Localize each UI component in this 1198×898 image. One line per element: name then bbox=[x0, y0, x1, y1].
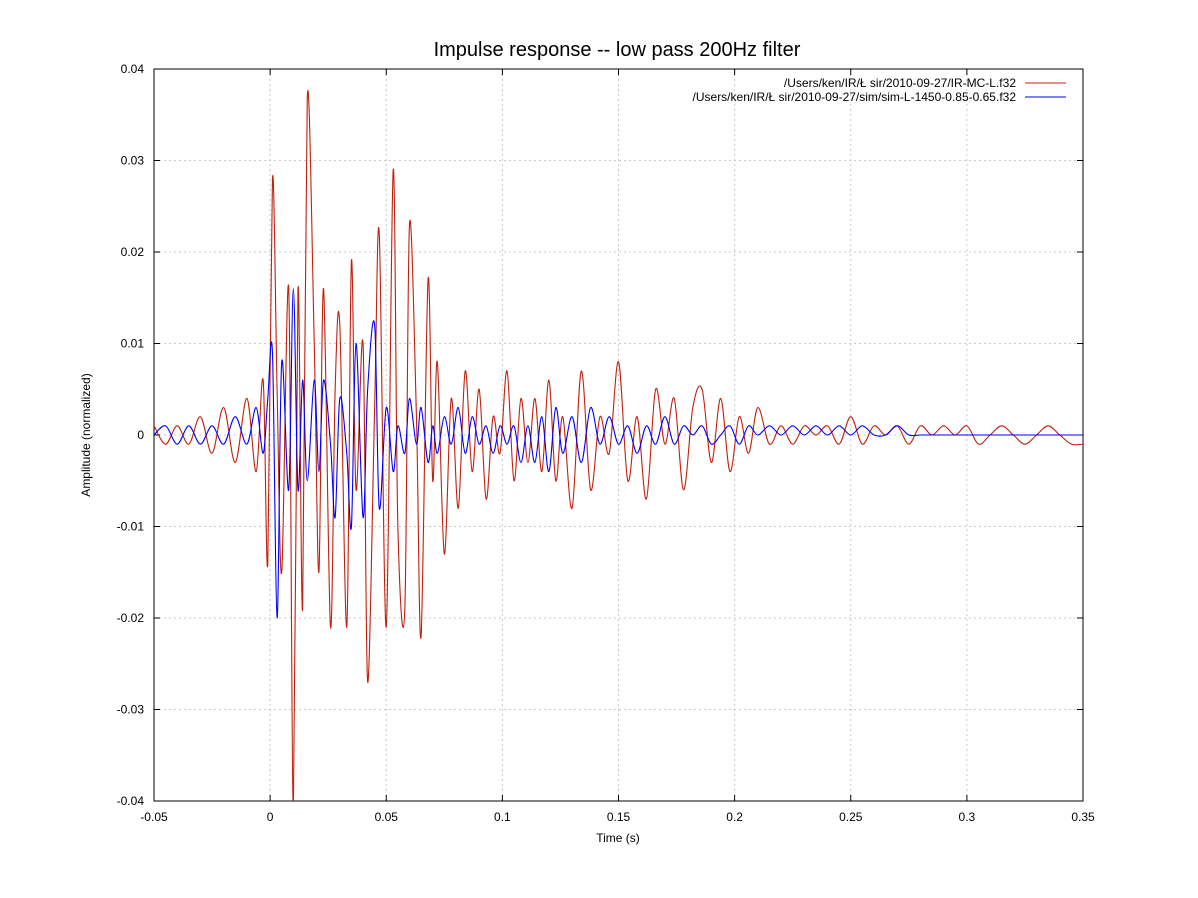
legend-label-2: /Users/ken/IR/Ł sir/2010-09-27/sim/sim-L… bbox=[693, 90, 1017, 104]
x-tick-label: 0 bbox=[267, 810, 274, 824]
x-tick-label: 0.1 bbox=[494, 810, 511, 824]
legend: /Users/ken/IR/Ł sir/2010-09-27/IR-MC-L.f… bbox=[693, 76, 1066, 104]
x-tick-label: 0.35 bbox=[1071, 810, 1095, 824]
x-axis-ticks: -0.05 0 0.05 0.1 0.15 0.2 0.25 0.3 0.35 bbox=[140, 69, 1095, 824]
y-axis-label: Amplitude (normalized) bbox=[79, 373, 93, 496]
y-tick-label: -0.02 bbox=[117, 611, 145, 625]
y-axis-ticks: -0.04 -0.03 -0.02 -0.01 0 0.01 0.02 0.03 0.04 bbox=[117, 62, 1083, 808]
x-tick-label: 0.2 bbox=[726, 810, 743, 824]
y-tick-label: 0.02 bbox=[121, 245, 145, 259]
x-tick-label: 0.15 bbox=[607, 810, 631, 824]
y-tick-label: 0.04 bbox=[121, 62, 145, 76]
y-tick-label: 0 bbox=[137, 428, 144, 442]
y-tick-label: -0.04 bbox=[117, 794, 145, 808]
x-tick-label: 0.25 bbox=[839, 810, 863, 824]
x-tick-label: 0.05 bbox=[375, 810, 399, 824]
chart-title: Impulse response -- low pass 200Hz filte… bbox=[434, 39, 801, 61]
y-tick-label: 0.01 bbox=[121, 337, 145, 351]
y-tick-label: 0.03 bbox=[121, 154, 145, 168]
data-series bbox=[154, 89, 1083, 801]
legend-label-1: /Users/ken/IR/Ł sir/2010-09-27/IR-MC-L.f… bbox=[784, 76, 1016, 90]
x-tick-label: -0.05 bbox=[140, 810, 168, 824]
series-line-1 bbox=[154, 89, 1083, 801]
x-axis-label: Time (s) bbox=[596, 831, 640, 845]
x-tick-label: 0.3 bbox=[959, 810, 976, 824]
y-tick-label: -0.03 bbox=[117, 703, 145, 717]
y-tick-label: -0.01 bbox=[117, 520, 145, 534]
series-line-2 bbox=[154, 288, 1083, 619]
